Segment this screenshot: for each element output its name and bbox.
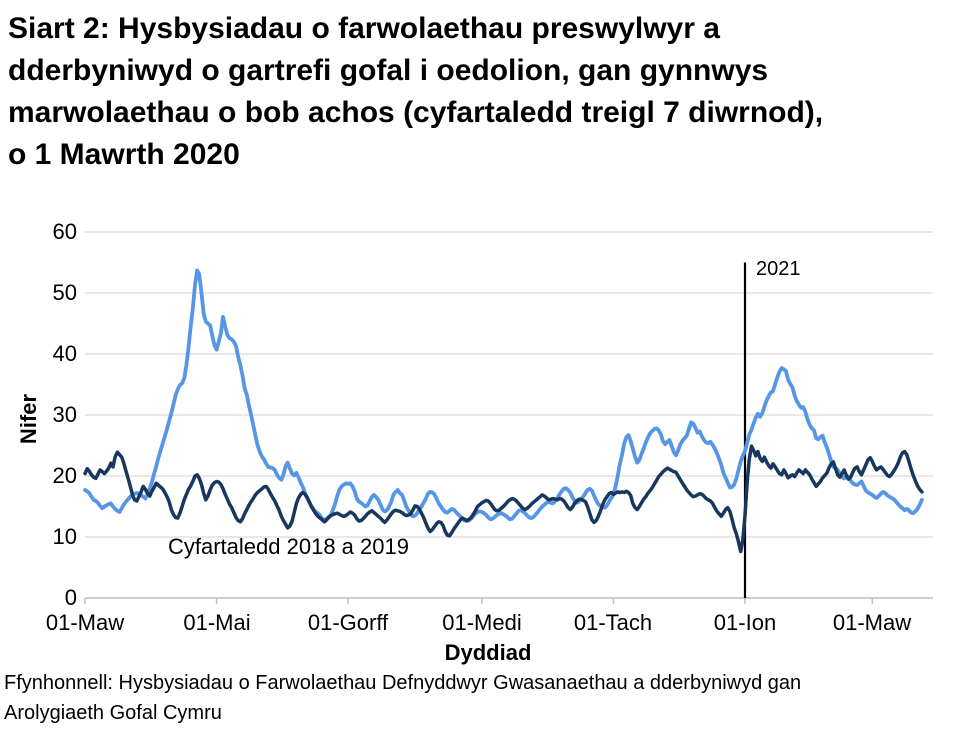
chart-title: Siart 2: Hysbysiadau o farwolaethau pres…: [8, 8, 953, 176]
chart-title-line-4: o 1 Mawrth 2020: [8, 138, 240, 171]
chart-title-line-3: marwolaethau o bob achos (cyfartaledd tr…: [8, 96, 824, 129]
x-tick-01-mai: 01-Mai: [183, 610, 251, 635]
x-tick-01-ion: 01-Ion: [713, 610, 777, 635]
y-tick-10: 10: [52, 524, 77, 549]
source-note: Ffynhonnell: Hysbysiadau o Farwolaethau …: [4, 672, 802, 724]
x-tick-01-tach: 01-Tach: [573, 610, 653, 635]
y-tick-50: 50: [52, 280, 77, 305]
x-axis-title: Dyddiad: [444, 640, 532, 665]
year-2021-marker-label: 2021: [756, 258, 801, 280]
y-axis-title: Nifer: [16, 393, 41, 445]
y-tick-0: 0: [64, 585, 77, 610]
x-tick-01-gorff: 01-Gorff: [307, 610, 389, 635]
series-line-notifications-2020-21: [83, 268, 924, 523]
chart-title-line-1: Siart 2: Hysbysiadau o farwolaethau pres…: [8, 12, 720, 45]
y-tick-60: 60: [52, 219, 77, 244]
x-tick-01-maw-2020: 01-Maw: [45, 610, 125, 635]
y-tick-40: 40: [52, 341, 77, 366]
y-tick-30: 30: [52, 402, 77, 427]
average-series-annotation: Cyfartaledd 2018 a 2019: [168, 534, 409, 559]
x-tick-01-maw-2021: 01-Maw: [832, 610, 912, 635]
x-tick-01-medi: 01-Medi: [442, 610, 522, 635]
y-tick-20: 20: [52, 463, 77, 488]
chart-title-line-2: dderbyniwyd o gartrefi gofal i oedolion,…: [8, 54, 769, 87]
